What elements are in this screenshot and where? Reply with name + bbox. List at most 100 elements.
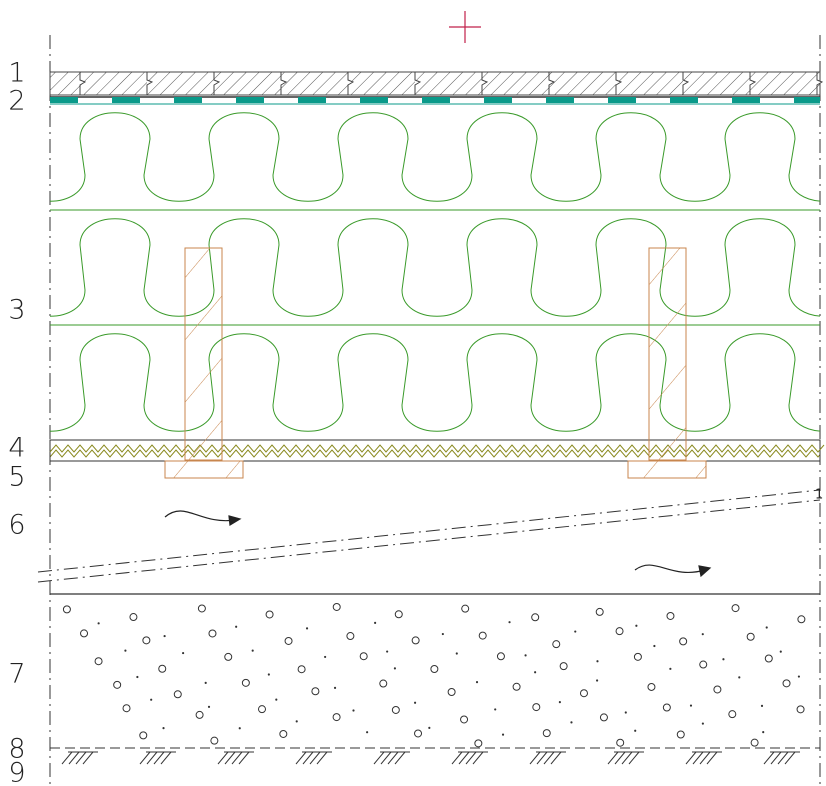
ground-mark: [302, 751, 314, 765]
ground-mark: [529, 751, 541, 765]
dot: [762, 730, 765, 734]
dot: [238, 727, 241, 730]
dot: [455, 652, 458, 655]
ground-hatch: [61, 751, 800, 765]
stone: [615, 627, 624, 636]
dot: [182, 651, 185, 655]
joint: [414, 72, 422, 95]
joint: [615, 72, 623, 95]
dot: [251, 649, 254, 652]
stone: [647, 682, 656, 691]
stone: [666, 611, 675, 620]
stone: [379, 679, 388, 688]
dot: [393, 667, 397, 670]
dot: [413, 701, 417, 704]
dot: [162, 727, 165, 730]
stone: [764, 654, 773, 663]
dot: [689, 704, 693, 707]
stone: [284, 636, 293, 645]
label: 2: [8, 86, 25, 117]
stone: [142, 636, 151, 645]
ground-mark: [699, 751, 711, 765]
stone: [332, 602, 341, 611]
dot: [441, 632, 444, 636]
ground-mark: [550, 751, 562, 765]
dot: [797, 675, 801, 678]
stone: [662, 703, 671, 712]
dot: [267, 673, 270, 676]
dot: [624, 711, 627, 714]
insulation-pattern: [50, 218, 820, 317]
ground-mark: [763, 751, 775, 765]
dot: [635, 624, 638, 627]
dot: [701, 633, 704, 636]
stone: [173, 690, 182, 699]
ground-mark: [543, 751, 555, 765]
dot: [595, 679, 599, 682]
stone: [332, 713, 341, 722]
dot: [760, 704, 764, 707]
joint: [682, 72, 690, 95]
ground-mark: [628, 751, 640, 765]
ground-mark: [75, 751, 87, 765]
stone: [474, 739, 483, 748]
joint: [146, 72, 154, 95]
dot: [374, 621, 377, 624]
ground-mark: [68, 751, 80, 765]
ground-mark: [621, 751, 633, 765]
ground-mark: [472, 751, 484, 765]
label: 5: [8, 462, 25, 493]
stone: [394, 610, 403, 619]
stone: [532, 703, 541, 712]
dot: [305, 627, 309, 630]
stone: [62, 605, 71, 614]
label: 4: [8, 433, 25, 464]
stone: [512, 682, 521, 691]
ground-mark: [692, 751, 704, 765]
ground-mark: [784, 751, 796, 765]
stone: [676, 730, 685, 739]
ground-mark: [61, 751, 73, 765]
zigzag-layer: [49, 444, 825, 453]
dot: [596, 660, 599, 663]
dot: [275, 698, 278, 701]
stone: [241, 678, 250, 687]
dot: [534, 671, 537, 674]
stone: [679, 637, 688, 646]
stone: [782, 679, 791, 688]
ground-mark: [295, 751, 307, 765]
stone: [210, 736, 219, 745]
ground-mark: [607, 751, 619, 765]
dot: [386, 650, 389, 653]
ground-mark: [160, 751, 172, 765]
joint: [481, 72, 489, 95]
dot: [634, 729, 637, 732]
ground-mark: [536, 751, 548, 765]
dot: [570, 721, 573, 724]
joint: [749, 72, 757, 95]
ground-mark: [380, 751, 392, 765]
stone: [559, 662, 568, 671]
stone: [122, 704, 131, 713]
stone: [599, 713, 608, 722]
stone: [208, 629, 217, 638]
joint: [79, 72, 87, 95]
layer-4: [49, 439, 821, 462]
stone: [195, 710, 204, 719]
stone: [633, 652, 642, 661]
dot: [163, 634, 166, 638]
ground-mark: [316, 751, 328, 765]
slope-line: [37, 489, 821, 573]
air-arrows: [164, 510, 712, 578]
joint: [816, 72, 824, 95]
stone: [297, 665, 306, 674]
dot: [779, 650, 782, 653]
stone: [359, 652, 368, 661]
stone: [311, 687, 320, 696]
ground-mark: [458, 751, 470, 765]
dot: [669, 667, 672, 670]
dot: [352, 709, 355, 712]
ground-mark: [614, 751, 626, 765]
label: 8: [8, 734, 25, 765]
dot: [97, 622, 100, 625]
